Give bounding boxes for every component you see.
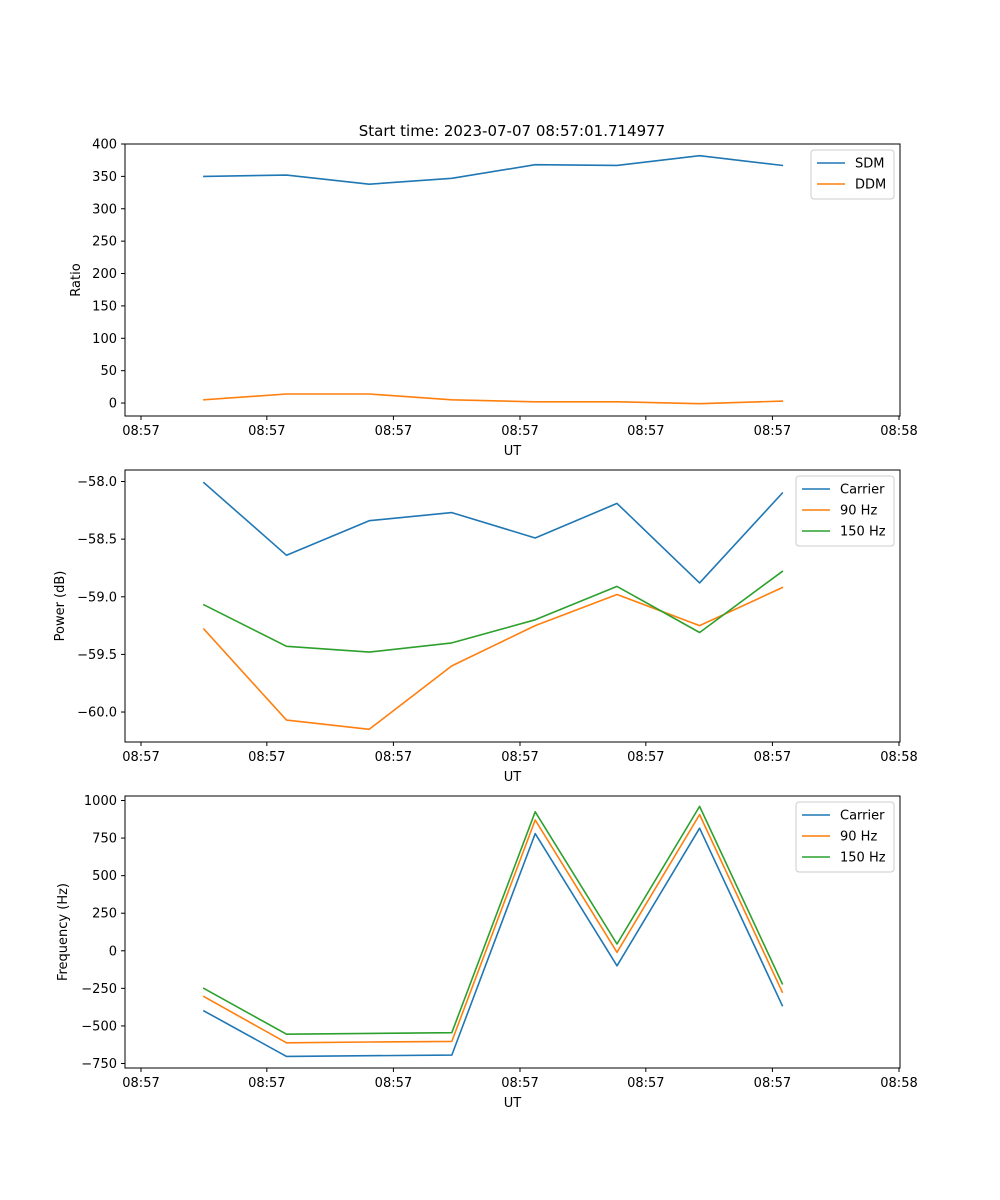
chart-1-series-ddm-line bbox=[203, 393, 784, 405]
plots-container: 08:57 08:57 08:57 08:57 08:57 08:57 08:58 0 50 10… bbox=[53, 138, 918, 1112]
chart-2-legend-label: Carrier bbox=[840, 483, 885, 498]
chart-3-xlabel: UT bbox=[504, 1096, 522, 1111]
chart-3-ytick-label: 500 bbox=[92, 869, 117, 884]
chart-1-ytick-label: 250 bbox=[92, 235, 117, 250]
chart-2-ylabel: Power (dB) bbox=[53, 571, 68, 642]
chart-3-legend-box bbox=[795, 801, 895, 873]
chart-2-legend-label: 150 Hz bbox=[840, 525, 886, 540]
chart-2-ytick-label: −58.0 bbox=[77, 475, 117, 490]
chart-1-ytick-label: 400 bbox=[92, 138, 117, 153]
chart-1-ytick-label: 350 bbox=[92, 170, 117, 185]
chart-1-xtick-label: 08:58 bbox=[880, 424, 917, 439]
chart-2-axes-frame bbox=[124, 469, 901, 743]
chart-3-ytick-label: −500 bbox=[81, 1019, 117, 1034]
chart-3-ytick-label: 250 bbox=[92, 907, 117, 922]
chart-2-series-carrier-line bbox=[202, 481, 784, 584]
chart-3-legend-label: Carrier bbox=[840, 809, 885, 824]
chart-3-axes-frame bbox=[124, 795, 901, 1069]
chart-1-xlabel: UT bbox=[504, 444, 522, 459]
chart-1-ylabel: Ratio bbox=[69, 263, 84, 296]
chart-1-ytick-label: 300 bbox=[92, 202, 117, 217]
chart-2-xtick-label: 08:57 bbox=[754, 750, 791, 765]
chart-3-xtick-label: 08:58 bbox=[880, 1076, 917, 1091]
chart-2-ytick-label: −58.5 bbox=[77, 533, 117, 548]
chart-1-ytick-label: 0 bbox=[109, 397, 117, 412]
chart-2: 08:57 08:57 08:57 08:57 08:57 08:57 08:58 −60.0… bbox=[53, 469, 918, 785]
chart-2-xtick-label: 08:58 bbox=[880, 750, 917, 765]
chart-2-ytick-label: −59.5 bbox=[77, 648, 117, 663]
chart-1-xtick-label: 08:57 bbox=[501, 424, 538, 439]
chart-3-xtick-label: 08:57 bbox=[375, 1076, 412, 1091]
chart-3: 08:57 08:57 08:57 08:57 08:57 08:57 08:58 −750 −… bbox=[56, 794, 918, 1111]
figure-title: Start time: 2023-07-07 08:57:01.714977 bbox=[359, 122, 665, 140]
chart-3-series-carrier-line bbox=[202, 827, 784, 1058]
chart-2-series-150-hz-line bbox=[202, 570, 784, 653]
chart-2-legend-label: 90 Hz bbox=[840, 504, 877, 519]
chart-1-ytick-label: 50 bbox=[100, 364, 117, 379]
chart-2-series-90-hz-line bbox=[202, 586, 784, 731]
chart-2-xlabel: UT bbox=[504, 770, 522, 785]
chart-1-xtick-label: 08:57 bbox=[375, 424, 412, 439]
chart-1-axes-frame bbox=[124, 143, 901, 417]
chart-2-xtick-label: 08:57 bbox=[501, 750, 538, 765]
chart-2-xtick-label: 08:57 bbox=[122, 750, 159, 765]
chart-1-legend-label: SDM bbox=[855, 157, 884, 172]
chart-3-series-90-hz-line bbox=[202, 813, 784, 1044]
chart-1-xtick-label: 08:57 bbox=[248, 424, 285, 439]
chart-1-ytick-label: 150 bbox=[92, 299, 117, 314]
chart-3-xtick-label: 08:57 bbox=[754, 1076, 791, 1091]
chart-3-legend: Carrier 90 Hz 150 Hz bbox=[795, 801, 895, 873]
chart-3-xtick-label: 08:57 bbox=[501, 1076, 538, 1091]
chart-3-legend-label: 90 Hz bbox=[840, 830, 877, 845]
chart-3-xtick-label: 08:57 bbox=[122, 1076, 159, 1091]
chart-1-ytick-label: 200 bbox=[92, 267, 117, 282]
chart-1-xtick-label: 08:57 bbox=[627, 424, 664, 439]
chart-2-ytick-label: −59.0 bbox=[77, 590, 117, 605]
chart-3-ytick-label: 750 bbox=[92, 832, 117, 847]
chart-3-ytick-label: −250 bbox=[81, 982, 117, 997]
chart-3-ytick-label: −750 bbox=[81, 1057, 117, 1072]
chart-3-series-150-hz-line bbox=[202, 805, 784, 1035]
chart-2-ytick-label: −60.0 bbox=[77, 706, 117, 721]
chart-1: 08:57 08:57 08:57 08:57 08:57 08:57 08:58 0 50 10… bbox=[69, 138, 918, 460]
chart-1-series-sdm-line bbox=[203, 154, 784, 185]
chart-2-xtick-label: 08:57 bbox=[375, 750, 412, 765]
chart-2-legend-box bbox=[795, 475, 895, 547]
chart-3-ytick-label: 1000 bbox=[84, 794, 117, 809]
chart-2-xtick-label: 08:57 bbox=[627, 750, 664, 765]
chart-1-xtick-label: 08:57 bbox=[122, 424, 159, 439]
chart-1-legend-label: DDM bbox=[855, 178, 886, 193]
chart-3-xtick-label: 08:57 bbox=[627, 1076, 664, 1091]
chart-2-legend: Carrier 90 Hz 150 Hz bbox=[795, 475, 895, 547]
chart-2-xtick-label: 08:57 bbox=[248, 750, 285, 765]
chart-1-legend: SDM DDM bbox=[810, 149, 895, 200]
chart-3-xtick-label: 08:57 bbox=[248, 1076, 285, 1091]
chart-1-xtick-label: 08:57 bbox=[754, 424, 791, 439]
chart-3-legend-label: 150 Hz bbox=[840, 851, 886, 866]
chart-3-ytick-label: 0 bbox=[109, 944, 117, 959]
chart-3-ylabel: Frequency (Hz) bbox=[56, 883, 71, 981]
chart-1-ytick-label: 100 bbox=[92, 332, 117, 347]
